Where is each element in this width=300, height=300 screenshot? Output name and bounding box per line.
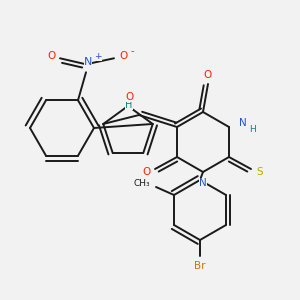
Text: N: N xyxy=(199,178,207,188)
Text: CH₃: CH₃ xyxy=(134,178,150,188)
Text: O: O xyxy=(47,51,55,61)
Text: -: - xyxy=(130,46,134,56)
Text: O: O xyxy=(204,70,212,80)
Text: O: O xyxy=(126,92,134,102)
Text: N: N xyxy=(239,118,247,128)
Text: O: O xyxy=(119,51,127,61)
Text: H: H xyxy=(250,125,256,134)
Text: H: H xyxy=(125,100,133,110)
Text: +: + xyxy=(94,52,102,61)
Text: O: O xyxy=(142,167,150,177)
Text: S: S xyxy=(257,167,263,177)
Text: Br: Br xyxy=(194,261,206,271)
Text: N: N xyxy=(84,57,92,67)
